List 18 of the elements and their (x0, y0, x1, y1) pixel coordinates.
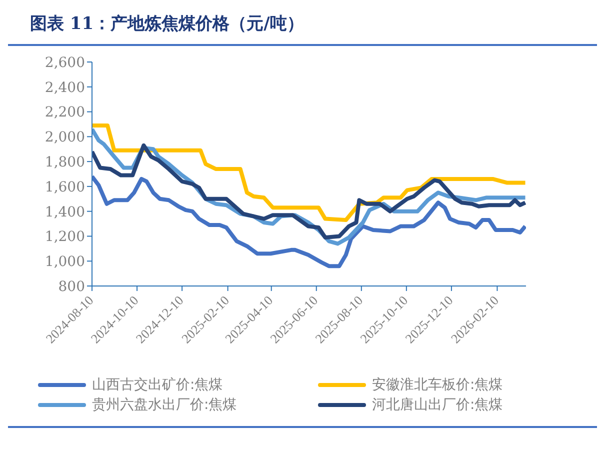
y-tick-label: 2,600 (44, 54, 85, 71)
line-series (92, 174, 526, 268)
legend-label: 安徽淮北车板价:焦煤 (372, 376, 503, 394)
y-tick-label: 2,400 (44, 80, 85, 96)
y-tick-label: 1,800 (44, 154, 85, 171)
chart-title: 图表 11：产地炼焦煤价格（元/吨） (29, 13, 305, 36)
y-tick-label: 1,600 (44, 179, 85, 196)
legend-label: 河北唐山出厂价:焦煤 (372, 396, 503, 414)
legend-label: 山西古交出矿价:焦煤 (92, 376, 223, 394)
y-tick-label: 800 (58, 278, 85, 295)
line-series (92, 143, 526, 240)
y-tick-label: 2,200 (44, 104, 85, 121)
y-tick-label: 2,000 (44, 130, 85, 146)
legend-label: 贵州六盘水出厂价:焦煤 (92, 396, 237, 414)
y-tick-label: 1,200 (44, 229, 85, 246)
y-tick-label: 1,400 (44, 204, 85, 220)
line-series (92, 123, 526, 222)
y-tick-label: 1,000 (44, 254, 85, 270)
